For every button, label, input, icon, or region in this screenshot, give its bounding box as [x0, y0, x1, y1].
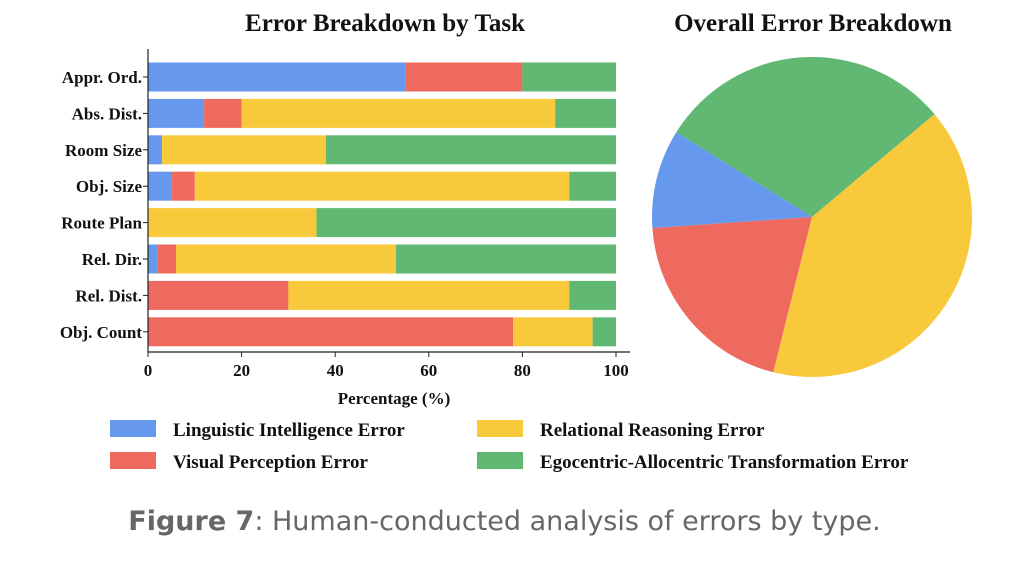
x-tick-label: 20 — [233, 361, 250, 380]
y-tick-label: Obj. Size — [76, 177, 143, 196]
legend-swatch-egocentric — [477, 452, 523, 469]
bar-segment-relational-5 — [176, 244, 397, 274]
bar-segment-visual-6 — [148, 280, 289, 310]
legend-swatch-linguistic — [110, 420, 156, 437]
y-tick-label: Obj. Count — [60, 323, 143, 342]
bar-segment-egocentric-4 — [316, 208, 616, 238]
bar-segment-linguistic-1 — [148, 98, 205, 128]
legend: Linguistic Intelligence Error Relational … — [110, 420, 909, 473]
pie-slice-linguistic — [652, 132, 812, 229]
x-tick-label: 60 — [420, 361, 437, 380]
bar-segment-relational-2 — [162, 135, 326, 165]
x-tick-label: 100 — [603, 361, 629, 380]
pie-slice-egocentric — [676, 56, 935, 217]
bar-segment-egocentric-5 — [396, 244, 616, 274]
bar-segment-relational-3 — [194, 171, 570, 201]
x-tick-label: 40 — [327, 361, 344, 380]
pie-chart — [652, 56, 973, 378]
y-tick-label: Room Size — [65, 141, 142, 160]
pie-chart-title: Overall Error Breakdown — [674, 10, 952, 37]
figure-caption: Figure 7: Human-conducted analysis of er… — [0, 506, 1009, 537]
caption-text: : Human-conducted analysis of errors by … — [254, 506, 881, 537]
legend-swatch-visual — [110, 452, 156, 469]
bar-segment-egocentric-3 — [569, 171, 616, 201]
legend-label: Visual Perception Error — [173, 452, 368, 473]
bar-chart: Appr. Ord. Abs. Dist. Room Size Obj. Size Ro… — [60, 49, 630, 408]
y-tick-label: Abs. Dist. — [72, 104, 142, 123]
bar-segment-relational-7 — [513, 317, 593, 347]
x-axis-label: Percentage (%) — [338, 389, 451, 408]
legend-label: Egocentric-Allocentric Transformation Er… — [540, 452, 909, 473]
y-tick-label: Rel. Dir. — [82, 250, 142, 269]
bar-segment-relational-4 — [148, 208, 317, 238]
bar-segment-visual-1 — [204, 98, 242, 128]
bar-segment-visual-0 — [405, 62, 523, 92]
y-tick-label: Appr. Ord. — [62, 68, 142, 87]
bar-segment-egocentric-1 — [555, 98, 616, 128]
bar-segment-visual-5 — [157, 244, 177, 274]
bar-chart-title: Error Breakdown by Task — [245, 10, 525, 37]
legend-swatch-relational — [477, 420, 523, 437]
bar-segment-visual-7 — [148, 317, 514, 347]
bar-segment-relational-1 — [241, 98, 556, 128]
x-tick-label: 80 — [514, 361, 531, 380]
bar-segment-linguistic-0 — [148, 62, 406, 92]
pie-slice-relational — [773, 114, 973, 378]
figure: Error Breakdown by Task Overall Error Br… — [60, 10, 973, 473]
bar-segment-linguistic-5 — [148, 244, 158, 274]
caption-figure-number: Figure 7 — [128, 506, 255, 537]
bar-segment-egocentric-2 — [325, 135, 616, 165]
bar-segment-relational-6 — [288, 280, 570, 310]
legend-label: Relational Reasoning Error — [540, 420, 765, 441]
pie-slice-visual — [652, 217, 812, 373]
y-tick-label: Rel. Dist. — [75, 286, 142, 305]
y-tick-label: Route Plan — [61, 214, 142, 233]
bar-segment-egocentric-6 — [569, 280, 616, 310]
bar-segment-linguistic-3 — [148, 171, 172, 201]
bar-segment-egocentric-0 — [522, 62, 616, 92]
legend-label: Linguistic Intelligence Error — [173, 420, 405, 441]
bar-segment-linguistic-2 — [148, 135, 163, 165]
bar-segment-visual-3 — [171, 171, 195, 201]
x-tick-label: 0 — [144, 361, 153, 380]
bar-segment-egocentric-7 — [592, 317, 616, 347]
